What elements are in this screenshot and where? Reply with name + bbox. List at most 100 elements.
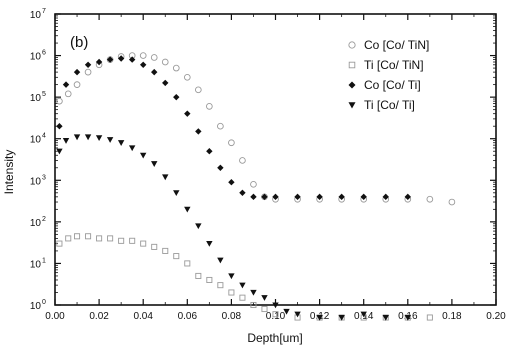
data-point <box>150 54 158 61</box>
data-point <box>172 64 180 72</box>
data-point <box>283 308 290 315</box>
data-point <box>294 311 301 318</box>
data-point <box>360 311 367 318</box>
data-point <box>128 145 136 152</box>
x-tick-label: 0.18 <box>442 311 462 322</box>
data-point <box>117 55 125 62</box>
data-point <box>140 240 147 247</box>
data-point <box>65 235 72 242</box>
y-axis-label: Intensity <box>2 150 16 195</box>
legend-label: Ti [Co/ Ti] <box>364 98 415 112</box>
data-point <box>95 135 103 142</box>
data-point <box>228 139 235 147</box>
data-point <box>162 247 169 254</box>
y-tick-exponent: 6 <box>42 50 46 57</box>
legend-marker <box>348 41 356 49</box>
y-tick-exponent: 4 <box>42 133 46 140</box>
data-point <box>448 198 456 206</box>
series-2 <box>56 233 433 321</box>
data-point <box>261 306 268 313</box>
x-tick-label: 0.00 <box>45 311 65 322</box>
y-tick-label: 10 <box>30 10 42 21</box>
legend-label: Co [Co/ TiN] <box>364 38 429 52</box>
x-axis-label: Depth[um] <box>247 331 302 345</box>
data-point <box>151 243 158 250</box>
x-axis: 0.000.020.040.060.080.100.120.140.160.18… <box>45 14 506 322</box>
data-point <box>426 195 434 203</box>
data-point <box>206 103 213 110</box>
data-point <box>272 302 279 309</box>
legend-marker <box>348 81 356 89</box>
data-point <box>73 81 81 88</box>
x-tick-label: 0.06 <box>178 311 198 322</box>
data-point <box>294 193 301 201</box>
data-point <box>183 73 191 81</box>
data-point <box>73 134 81 141</box>
y-tick-exponent: 3 <box>42 174 46 181</box>
data-point <box>382 193 389 201</box>
data-point <box>206 276 213 283</box>
x-tick-label: 0.04 <box>133 311 153 322</box>
data-point <box>151 161 158 167</box>
data-point <box>426 314 433 321</box>
data-point <box>106 137 114 143</box>
data-point <box>85 233 92 240</box>
data-point <box>360 193 367 201</box>
data-point <box>73 68 81 76</box>
data-point <box>316 314 323 321</box>
data-point <box>173 190 180 196</box>
data-point <box>118 237 125 244</box>
y-tick-label: 10 <box>30 301 42 312</box>
data-point <box>404 314 411 321</box>
data-point <box>239 282 246 289</box>
data-point <box>217 122 224 130</box>
data-point <box>107 235 114 242</box>
data-point <box>56 97 63 105</box>
data-point <box>195 272 202 279</box>
data-point <box>56 123 63 130</box>
data-point <box>184 110 191 117</box>
series-1 <box>56 52 456 206</box>
x-tick-label: 0.20 <box>486 311 506 322</box>
data-point <box>239 189 246 196</box>
data-point <box>261 193 268 201</box>
data-point <box>228 289 235 296</box>
data-point <box>338 314 345 321</box>
data-point <box>96 235 103 242</box>
data-point <box>206 148 213 155</box>
y-tick-label: 10 <box>30 176 42 187</box>
data-point <box>56 240 63 247</box>
data-point <box>173 253 180 260</box>
data-point <box>195 128 202 135</box>
data-point <box>139 52 147 59</box>
data-point <box>184 206 191 213</box>
y-tick-exponent: 0 <box>42 299 46 306</box>
data-point <box>64 90 72 98</box>
data-point <box>250 180 257 188</box>
data-point <box>74 233 81 240</box>
data-point <box>106 56 114 63</box>
y-tick-label: 10 <box>30 93 42 104</box>
data-point <box>239 157 246 164</box>
x-tick-label: 0.08 <box>222 311 242 322</box>
data-point <box>84 134 92 141</box>
data-point <box>162 79 169 87</box>
y-tick-label: 10 <box>30 52 42 63</box>
y-tick-exponent: 5 <box>42 91 46 98</box>
data-point <box>140 61 147 68</box>
series-3 <box>56 55 411 201</box>
data-point <box>250 289 257 296</box>
y-tick-label: 10 <box>30 259 42 270</box>
y-tick-label: 10 <box>30 135 42 146</box>
data-point <box>272 193 279 201</box>
data-point <box>272 311 279 318</box>
data-point <box>128 56 136 63</box>
data-point <box>162 174 169 181</box>
legend-marker <box>348 102 356 109</box>
data-point <box>194 86 202 94</box>
data-point <box>228 178 235 186</box>
data-point <box>84 68 92 76</box>
data-point <box>250 193 257 201</box>
